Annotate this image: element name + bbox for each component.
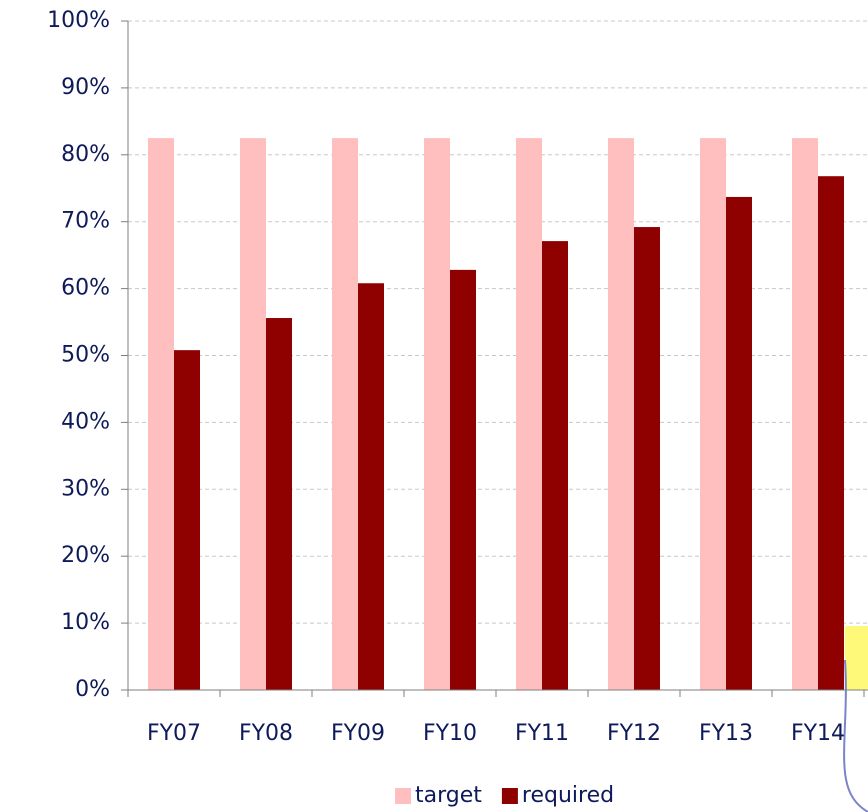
- bar: [174, 350, 200, 690]
- bar: [450, 269, 476, 690]
- y-tick-label: 80%: [61, 142, 110, 167]
- grid: [128, 20, 868, 624]
- x-tick-label: FY07: [147, 721, 201, 746]
- bar: [266, 318, 292, 690]
- x-tick-label: FY08: [239, 721, 293, 746]
- callout-shape: [845, 626, 868, 690]
- axes: 0% 10% 20% 30% 40% 50% 60% 70% 80% 90% 100% FY07 FY0…: [47, 8, 868, 808]
- bar: [332, 138, 358, 690]
- x-tick-label: FY09: [331, 721, 385, 746]
- x-tick-label: FY12: [607, 721, 661, 746]
- bar: [148, 138, 174, 690]
- y-tick-label: 40%: [61, 409, 110, 434]
- x-tick-label: FY14: [791, 721, 845, 746]
- legend-label: required: [522, 783, 614, 808]
- bar: [240, 138, 266, 690]
- x-tick-label: FY13: [699, 721, 753, 746]
- bar: [726, 196, 752, 690]
- x-tick-label: FY11: [515, 721, 569, 746]
- bar: [792, 138, 818, 690]
- bar: [700, 138, 726, 690]
- y-tick-label: 90%: [61, 75, 110, 100]
- y-tick-label: 100%: [47, 8, 110, 33]
- legend-swatch: [395, 788, 411, 804]
- bar: [634, 227, 660, 690]
- y-tick-label: 30%: [61, 476, 110, 501]
- x-tick-label: FY10: [423, 721, 477, 746]
- y-tick-label: 0%: [75, 677, 110, 702]
- bar: [516, 138, 542, 690]
- bars: [148, 138, 844, 690]
- bar: [818, 176, 844, 690]
- y-tick-label: 10%: [61, 610, 110, 635]
- callout-pointer: [843, 659, 868, 812]
- y-tick-label: 50%: [61, 343, 110, 368]
- bar: [542, 241, 568, 690]
- y-tick-label: 60%: [61, 276, 110, 301]
- legend-swatch: [501, 788, 518, 804]
- legend-label: target: [415, 783, 482, 808]
- y-tick-label: 20%: [61, 543, 110, 568]
- bar: [424, 138, 450, 690]
- bar: [358, 283, 384, 690]
- bar: [608, 138, 634, 690]
- y-tick-label: 70%: [61, 209, 110, 234]
